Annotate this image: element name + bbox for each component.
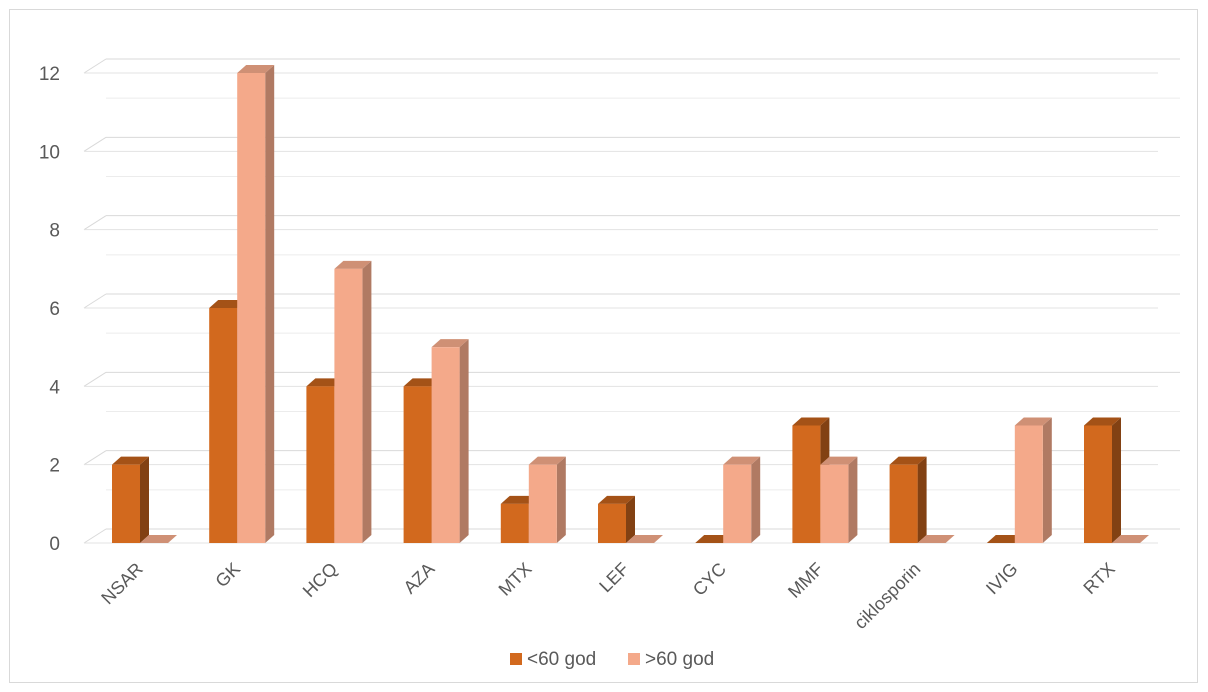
bar [889,456,927,543]
bar [140,535,177,543]
x-tick-label: MMF [784,559,827,602]
x-tick-label: ciklosporin [850,559,924,633]
x-tick-label: RTX [1079,559,1118,598]
bar [598,495,635,543]
bar [1014,417,1052,543]
y-tick-label: 4 [49,377,60,398]
legend: <60 god >60 god [510,649,714,670]
bar [1112,535,1149,543]
y-tick-label: 6 [49,299,60,320]
bar [917,535,955,543]
legend-label: >60 god [645,649,714,670]
bar [695,535,733,543]
x-tick-label: GK [211,559,244,592]
bar [528,456,566,543]
x-tick-label: HCQ [299,559,341,601]
x-axis: NSAR GK HCQ AZA MTX LEF CYC MMF ciklosporin IVIG R… [97,559,1119,633]
y-axis: 0 2 4 6 8 10 12 [39,64,61,555]
bar [431,339,469,543]
bar [112,456,149,543]
y-tick-label: 12 [39,64,60,85]
legend-swatch [510,653,522,665]
y-tick-label: 8 [49,221,60,242]
bar [626,535,663,543]
x-tick-label: NSAR [97,559,147,609]
legend-swatch [628,653,640,665]
legend-item: <60 god [510,649,596,670]
x-tick-label: MTX [495,559,536,600]
bar [334,260,372,543]
chart-frame [9,9,1198,683]
x-tick-label: IVIG [982,559,1022,599]
legend-label: <60 god [527,649,596,670]
bar [723,456,761,543]
x-tick-label: LEF [595,559,632,596]
y-tick-label: 10 [39,142,60,163]
bars [112,65,1149,543]
y-tick-label: 0 [49,534,60,555]
x-tick-label: AZA [400,559,439,598]
bar [237,65,275,543]
y-tick-label: 2 [49,456,60,477]
x-tick-label: CYC [689,559,730,600]
legend-item: >60 god [628,649,714,670]
bar [1084,417,1121,543]
bar [986,535,1024,543]
bar [820,456,858,543]
